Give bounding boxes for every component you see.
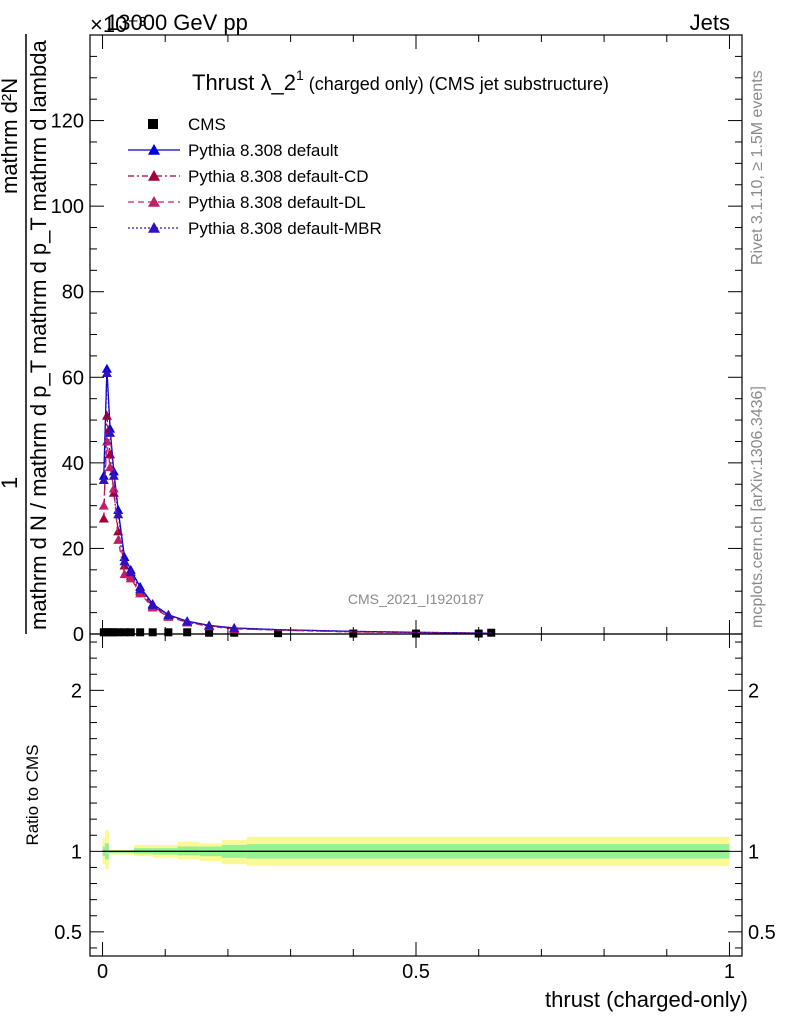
header-process: Jets	[690, 10, 730, 35]
y-tick-label: 40	[62, 453, 84, 475]
series-marker-4	[105, 427, 116, 437]
y-axis-label-top: mathrm d²N	[0, 78, 22, 194]
plot-title-sup: 1	[296, 67, 304, 83]
cms-data-point	[109, 628, 118, 637]
legend-marker-2	[148, 170, 160, 181]
main-series	[98, 363, 496, 638]
side-text-rivet: Rivet 3.1.10, ≥ 1.5M events	[749, 70, 766, 265]
series-marker-4	[182, 616, 193, 626]
y-tick-label: 80	[62, 282, 84, 304]
cms-data-point	[120, 628, 129, 637]
ratio-y-label: Ratio to CMS	[23, 744, 42, 845]
series-marker-4	[163, 610, 174, 620]
series-marker-4	[147, 599, 158, 609]
series-marker-4	[125, 566, 136, 576]
cms-data-point	[126, 628, 135, 637]
series-marker-2	[98, 513, 109, 523]
series-marker-3	[113, 534, 124, 544]
side-text-mcplots: mcplots.cern.ch [arXiv:1306.3436]	[749, 386, 766, 628]
y-tick-label: 60	[62, 367, 84, 389]
legend-label: Pythia 8.308 default-CD	[188, 167, 369, 186]
legend: CMS Pythia 8.308 default Pythia 8.308 defa…	[128, 115, 382, 238]
ratio-axis-ticks: 0.5 0.5 1 1 2 2 0 0.5 1	[54, 634, 776, 983]
legend-marker-4	[148, 222, 160, 233]
legend-label: Pythia 8.308 default-DL	[188, 193, 366, 212]
y-axis-label: 1 mathrm d N / mathrm d p_T mathrm d p_T…	[0, 34, 51, 634]
x-tick-label: 1	[724, 961, 735, 983]
legend-label: Pythia 8.308 default	[188, 141, 339, 160]
ratio-bands	[102, 830, 730, 870]
ratio-y-tick-label-right: 1	[748, 841, 759, 863]
cms-data-point	[274, 629, 283, 638]
ratio-plot-frame	[89, 633, 743, 957]
series-marker-4	[204, 620, 215, 630]
cms-data-point	[164, 628, 173, 637]
legend-label: CMS	[188, 115, 226, 134]
series-marker-2	[113, 526, 124, 536]
y-tick-label: 20	[62, 538, 84, 560]
ratio-y-tick-label-right: 0.5	[748, 922, 776, 944]
legend-marker-1	[148, 144, 160, 155]
series-marker-4	[108, 470, 119, 480]
cms-data-point	[136, 628, 145, 637]
legend-marker-cms	[148, 119, 158, 129]
cms-data-point	[114, 628, 123, 637]
y-tick-label: 0	[73, 624, 84, 646]
analysis-tag: CMS_2021_I1920187	[348, 591, 484, 607]
header-exponent: ×10⁻³	[90, 12, 146, 37]
series-marker-4	[135, 584, 146, 594]
series-marker-2	[105, 449, 116, 459]
x-tick-label: 0	[97, 961, 108, 983]
series-marker-2	[101, 410, 112, 420]
plot-title-rest: (charged only) (CMS jet substructure)	[304, 74, 609, 94]
series-marker-3	[125, 573, 136, 583]
y-axis-label-numerator: 1	[0, 477, 22, 489]
y-tick-label: 100	[51, 196, 84, 218]
series-marker-3	[98, 500, 109, 510]
ratio-y-tick-label: 0.5	[54, 922, 82, 944]
legend-marker-3	[148, 196, 160, 207]
plot-title: Thrust λ_21 (charged only) (CMS jet subs…	[192, 67, 609, 95]
series-marker-4	[113, 509, 124, 519]
series-marker-3	[108, 483, 119, 493]
series-marker-4	[229, 623, 240, 633]
y-tick-label: 120	[51, 111, 84, 133]
series-marker-4	[101, 368, 112, 378]
cms-data-point	[487, 628, 496, 637]
series-marker-4	[98, 474, 109, 484]
series-line-4	[103, 372, 492, 634]
ratio-y-tick-label: 2	[71, 680, 82, 702]
cms-data-point	[148, 628, 157, 637]
legend-label: Pythia 8.308 default-MBR	[188, 219, 382, 238]
cms-data-point	[205, 628, 214, 637]
ratio-y-tick-label-right: 2	[748, 680, 759, 702]
x-tick-label: 0.5	[402, 961, 430, 983]
cms-data-point	[183, 628, 192, 637]
series-line-3	[103, 441, 492, 634]
series-marker-3	[105, 462, 116, 472]
y-axis-label-denominator: mathrm d N / mathrm d p_T mathrm d p_T m…	[26, 40, 51, 630]
x-axis-label: thrust (charged-only)	[545, 987, 748, 1012]
header-energy: 13000 GeV pp	[106, 10, 248, 35]
series-marker-4	[119, 556, 130, 566]
plot-title-prefix: Thrust λ_2	[192, 70, 296, 95]
main-axis-ticks: 0 20 40 60 80 100 120	[51, 35, 742, 646]
ratio-y-tick-label: 1	[71, 841, 82, 863]
